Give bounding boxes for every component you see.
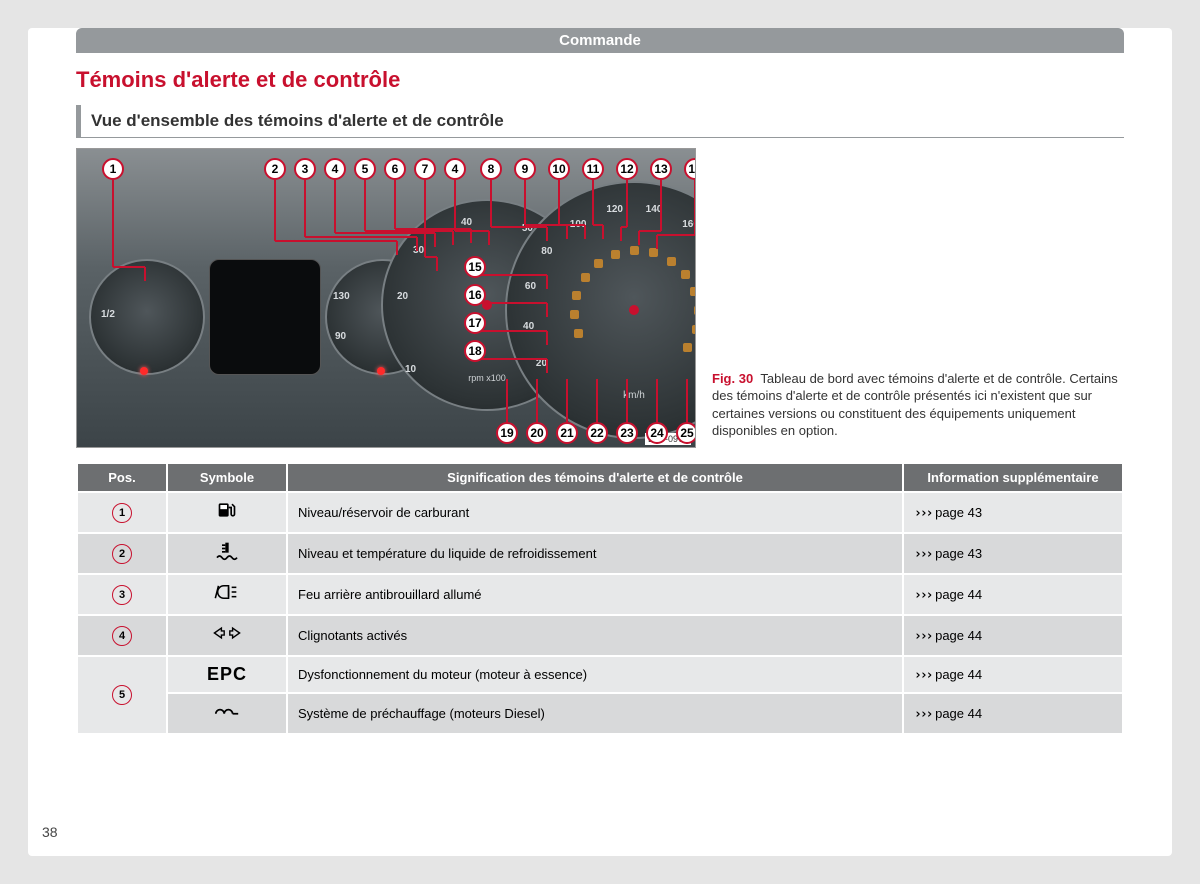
info-cell: ››› page 43 [903,492,1123,533]
callout-17: 17 [464,312,486,334]
pos-circle: 2 [112,544,132,564]
signification-cell: Niveau/réservoir de carburant [287,492,903,533]
callout-8: 8 [480,158,502,180]
figure-row: 1/2 90 130 10 20 30 40 50 60 70 rpm x100 [76,148,1124,448]
callout-6: 6 [384,158,406,180]
callout-10: 10 [548,158,570,180]
th-symbol: Symbole [167,463,287,492]
pos-circle: 4 [112,626,132,646]
figure-caption-text: Tableau de bord avec témoins d'alerte et… [712,371,1118,439]
th-pos: Pos. [77,463,167,492]
symbol-cell [167,492,287,533]
callout-2: 2 [264,158,286,180]
coolant-icon [213,545,241,565]
pos-circle: 1 [112,503,132,523]
figure-caption-box: Fig. 30 Tableau de bord avec témoins d'a… [712,148,1124,448]
info-cell: ››› page 44 [903,574,1123,615]
warning-table: Pos. Symbole Signification des témoins d… [76,462,1124,735]
section-title: Témoins d'alerte et de contrôle [76,67,1124,93]
callout-4: 4 [324,158,346,180]
callout-25: 25 [676,422,696,444]
table-row: 2 Niveau et température du liquide de ref… [77,533,1123,574]
signification-cell: Dysfonctionnement du moteur (moteur à es… [287,656,903,693]
callout-16: 16 [464,284,486,306]
signification-cell: Clignotants activés [287,615,903,656]
callout-14: 14 [684,158,696,180]
fuel-gauge: 1/2 [89,259,205,375]
rearfog-icon [213,586,241,606]
warning-dot [377,367,385,375]
figure-label: Fig. 30 [712,371,753,386]
symbol-cell [167,693,287,734]
info-cell: ››› page 44 [903,693,1123,734]
subsection-title: Vue d'ensemble des témoins d'alerte et d… [76,105,1124,138]
page-number: 38 [42,824,58,840]
callout-22: 22 [586,422,608,444]
callout-7: 7 [414,158,436,180]
callout-23: 23 [616,422,638,444]
info-cell: ››› page 43 [903,533,1123,574]
pos-circle: 3 [112,585,132,605]
signification-cell: Feu arrière antibrouillard allumé [287,574,903,615]
callout-13: 13 [650,158,672,180]
callout-3: 3 [294,158,316,180]
callout-9: 9 [514,158,536,180]
table-row: Système de préchauffage (moteurs Diesel)… [77,693,1123,734]
callout-1: 1 [102,158,124,180]
signification-cell: Niveau et température du liquide de refr… [287,533,903,574]
th-info: Information supplémentaire [903,463,1123,492]
callout-24: 24 [646,422,668,444]
chapter-band: Commande [76,28,1124,53]
symbol-cell: EPC [167,656,287,693]
info-cell: ››› page 44 [903,656,1123,693]
callout-21: 21 [556,422,578,444]
signification-cell: Système de préchauffage (moteurs Diesel) [287,693,903,734]
table-row: 4 Clignotants activés››› page 44 [77,615,1123,656]
th-signification: Signification des témoins d'alerte et de… [287,463,903,492]
callout-19: 19 [496,422,518,444]
pos-circle: 5 [112,685,132,705]
info-cell: ››› page 44 [903,615,1123,656]
callout-18: 18 [464,340,486,362]
callout-12: 12 [616,158,638,180]
table-row: 1 Niveau/réservoir de carburant››› page 4… [77,492,1123,533]
symbol-cell [167,533,287,574]
table-row: 5EPCDysfonctionnement du moteur (moteur … [77,656,1123,693]
center-display [209,259,321,375]
turn-icon [213,627,241,647]
epc-icon: EPC [207,664,247,684]
callout-15: 15 [464,256,486,278]
callout-4: 4 [444,158,466,180]
callout-20: 20 [526,422,548,444]
callout-5: 5 [354,158,376,180]
table-row: 3 Feu arrière antibrouillard allumé››› pa… [77,574,1123,615]
symbol-cell [167,615,287,656]
callout-11: 11 [582,158,604,180]
dashboard-figure: 1/2 90 130 10 20 30 40 50 60 70 rpm x100 [76,148,696,448]
glow-icon [213,705,241,725]
warning-dot [140,367,148,375]
symbol-cell [167,574,287,615]
manual-page: Commande Témoins d'alerte et de contrôle… [28,28,1172,856]
figure-caption: Fig. 30 Tableau de bord avec témoins d'a… [712,370,1124,440]
fuel-icon [213,504,241,524]
